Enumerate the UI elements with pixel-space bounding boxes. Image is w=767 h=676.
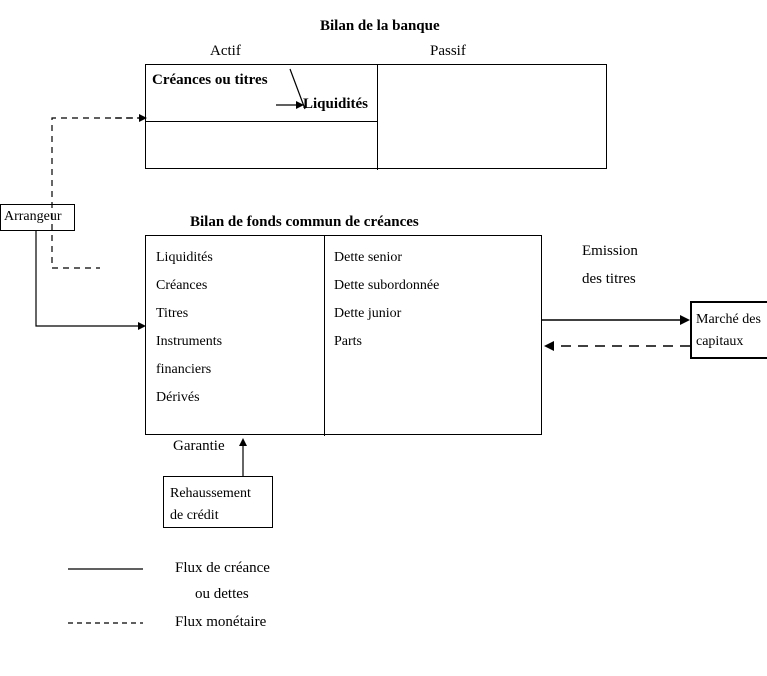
spv-left-item: financiers — [156, 356, 222, 384]
legend-label-flux-monetaire: Flux monétaire — [175, 614, 266, 631]
title-spv-balance: Bilan de fonds commun de créances — [190, 214, 419, 231]
spv-balance-table: Liquidités Créances Titres Instruments f… — [145, 235, 542, 435]
label-actif: Actif — [210, 43, 241, 60]
arrow-dashed-to-bank — [115, 112, 149, 124]
title-bank-balance: Bilan de la banque — [320, 18, 440, 35]
bank-divider-vertical — [377, 65, 378, 170]
arrow-spv-to-marche — [542, 314, 692, 326]
spv-left-col: Liquidités Créances Titres Instruments f… — [156, 244, 222, 412]
arrow-rehaussement-to-spv — [236, 438, 250, 476]
label-capitaux: capitaux — [696, 331, 766, 353]
spv-right-item: Dette junior — [334, 300, 439, 328]
spv-left-item: Titres — [156, 300, 222, 328]
bank-divider-horizontal — [146, 121, 377, 122]
label-marche-des: Marché des — [696, 309, 766, 331]
label-rehaussement: Rehaussement — [170, 483, 266, 505]
legend-label-flux-creance: Flux de créance — [175, 560, 270, 577]
label-garantie: Garantie — [173, 438, 225, 455]
arrow-creances-to-liquidites — [276, 99, 306, 111]
spv-left-item: Créances — [156, 272, 222, 300]
arrow-marche-to-spv-dashed — [542, 340, 692, 352]
spv-left-item: Dérivés — [156, 384, 222, 412]
label-des-titres: des titres — [582, 271, 636, 288]
spv-left-item: Liquidités — [156, 244, 222, 272]
spv-right-item: Parts — [334, 328, 439, 356]
arrow-bank-to-arrangeur-dashed — [52, 118, 152, 278]
label-passif: Passif — [430, 43, 466, 60]
marche-capitaux-box: Marché des capitaux — [690, 301, 767, 359]
spv-left-item: Instruments — [156, 328, 222, 356]
spv-right-item: Dette senior — [334, 244, 439, 272]
legend-solid-line — [68, 566, 143, 572]
label-emission: Emission — [582, 243, 638, 260]
label-de-credit: de crédit — [170, 505, 266, 527]
diagonal-strike — [145, 64, 377, 120]
legend-dashed-line — [68, 620, 143, 626]
rehaussement-box: Rehaussement de crédit — [163, 476, 273, 528]
spv-right-item: Dette subordonnée — [334, 272, 439, 300]
spv-right-col: Dette senior Dette subordonnée Dette jun… — [334, 244, 439, 356]
legend-label-ou-dettes: ou dettes — [195, 586, 249, 603]
spv-divider-vertical — [324, 236, 325, 436]
